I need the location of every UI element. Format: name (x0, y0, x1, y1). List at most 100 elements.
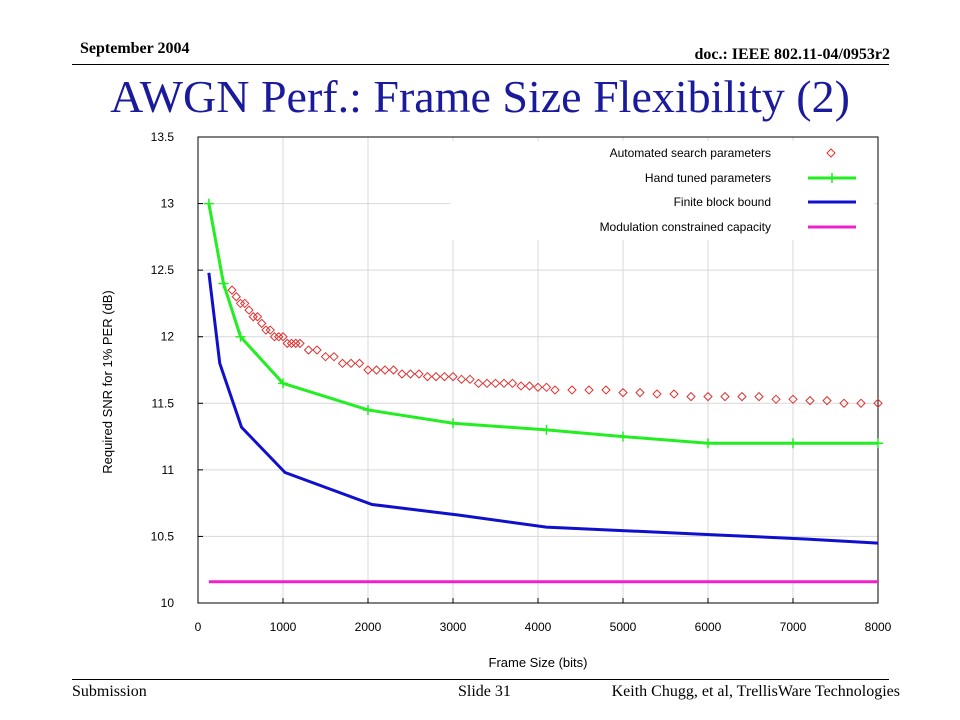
data-point (524, 381, 535, 391)
data-point (257, 318, 267, 329)
data-point (261, 325, 271, 335)
data-point (414, 369, 424, 379)
data-point (282, 338, 292, 349)
legend-label: Modulation constrained capacity (600, 220, 771, 234)
data-point (371, 365, 382, 375)
x-tick-label: 6000 (695, 620, 722, 634)
data-point (703, 391, 713, 402)
data-point (405, 369, 416, 379)
data-point (312, 345, 322, 355)
data-point (822, 395, 832, 406)
data-point (737, 391, 747, 402)
legend-entry: Finite block bound (674, 195, 856, 209)
footer-author: Keith Chugg, et al, TrellisWare Technolo… (611, 683, 900, 700)
footer-slide-number: Slide 31 (458, 683, 511, 700)
data-point (839, 398, 849, 408)
data-point (490, 378, 501, 389)
data-point (465, 374, 475, 385)
y-tick-label: 11.5 (152, 396, 175, 410)
data-point (227, 285, 237, 295)
data-point (788, 438, 798, 449)
x-tick-label: 8000 (865, 620, 892, 634)
data-point (265, 325, 275, 335)
legend-box (450, 141, 874, 240)
series-0 (227, 285, 883, 408)
data-point (601, 385, 611, 395)
y-tick-label: 11 (162, 463, 175, 477)
series-line (207, 272, 879, 545)
data-point (422, 371, 433, 382)
legend-marker (826, 148, 836, 158)
data-point (244, 305, 254, 315)
data-point (754, 391, 764, 402)
data-point (618, 387, 628, 398)
data-point (337, 358, 348, 369)
legend-label: Finite block bound (674, 195, 771, 209)
data-point (550, 385, 560, 395)
data-point (235, 298, 246, 309)
data-point (473, 378, 484, 389)
x-tick-label: 1000 (270, 620, 297, 634)
header-doc-id: doc.: IEEE 802.11-04/0953r2 (694, 46, 890, 63)
data-point (856, 398, 866, 408)
data-point (805, 395, 815, 406)
x-tick-label: 7000 (780, 620, 807, 634)
header-rule (72, 64, 889, 65)
data-point (274, 332, 284, 342)
legend-entry: Automated search parameters (610, 146, 836, 160)
x-tick-label: 3000 (440, 620, 467, 634)
data-point (380, 365, 390, 375)
data-point (286, 338, 297, 349)
y-tick-label: 13.5 (151, 130, 175, 144)
y-tick-label: 10.5 (151, 529, 175, 543)
y-tick-label: 13 (161, 197, 175, 211)
data-point (618, 431, 628, 442)
y-tick-label: 12 (161, 330, 175, 344)
data-point (269, 332, 280, 342)
legend-entry: Hand tuned parameters (645, 171, 856, 185)
chart-series (203, 198, 883, 584)
chart-ticks: 0 1000 2000 3000 4000 5000 6000 7000 8000 10 10.5 1… (151, 130, 892, 634)
chart-legend: Automated search parameters Hand tuned pa… (450, 141, 874, 240)
data-point (873, 398, 883, 408)
data-point (541, 382, 552, 393)
data-point (771, 394, 781, 404)
data-point (652, 389, 662, 399)
data-point (278, 332, 288, 342)
y-tick-label: 12.5 (151, 263, 175, 277)
data-point (248, 312, 258, 322)
legend-label: Hand tuned parameters (645, 171, 771, 185)
y-tick-label: 10 (161, 596, 175, 610)
data-point (448, 371, 458, 382)
x-tick-label: 5000 (610, 620, 637, 634)
data-point (388, 365, 399, 375)
data-point (533, 382, 543, 393)
series-2 (207, 272, 879, 545)
slide-title: AWGN Perf.: Frame Size Flexibility (2) (110, 71, 850, 122)
data-point (635, 387, 645, 398)
data-point (584, 385, 594, 395)
data-point (541, 424, 552, 435)
data-point (291, 338, 301, 349)
data-point (346, 358, 356, 369)
data-point (203, 198, 214, 209)
data-point (218, 278, 229, 289)
data-point (431, 371, 441, 382)
data-point (303, 345, 314, 355)
data-point (567, 385, 577, 395)
data-point (873, 438, 883, 449)
data-point (240, 298, 250, 309)
data-point (703, 438, 713, 449)
footer-submission: Submission (72, 683, 147, 700)
data-point (507, 378, 518, 389)
series-1 (203, 198, 883, 449)
data-point (363, 404, 373, 415)
x-tick-label: 2000 (355, 620, 382, 634)
legend-label: Automated search parameters (610, 146, 771, 160)
data-point (397, 369, 407, 379)
data-point (320, 351, 331, 362)
legend-entry: Modulation constrained capacity (600, 220, 856, 234)
x-axis-label: Frame Size (bits) (489, 655, 588, 670)
data-point (354, 358, 365, 369)
